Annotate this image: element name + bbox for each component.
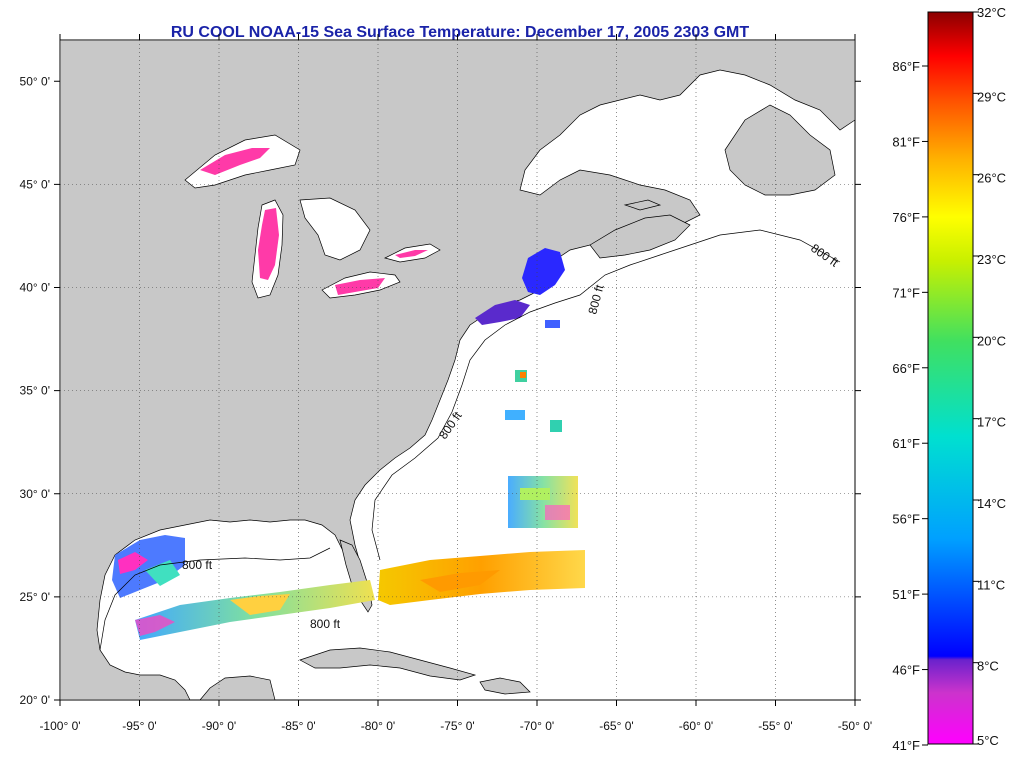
- gulf-of-maine-sst: [522, 248, 565, 295]
- colorbar-label-f: 66°F: [892, 361, 920, 376]
- colorbar-label-f: 81°F: [892, 134, 920, 149]
- lon-tick-label: -70° 0': [520, 719, 554, 733]
- colorbar-label-c: 11°C: [977, 577, 1005, 592]
- great-lakes: [184, 134, 441, 299]
- colorbar-gradient: [927, 11, 974, 745]
- colorbar-label-f: 51°F: [892, 587, 920, 602]
- colorbar-label-f: 61°F: [892, 436, 920, 451]
- graticule: [60, 40, 855, 700]
- newfoundland: [724, 104, 836, 196]
- cuba-island: [299, 647, 477, 681]
- lat-tick-label: 40° 0': [20, 281, 50, 295]
- colorbar-label-c: 17°C: [977, 415, 1006, 430]
- colorbar-label-f: 71°F: [892, 285, 920, 300]
- isobath-label: 800 ft: [182, 558, 213, 572]
- colorbar-label-c: 29°C: [977, 89, 1006, 104]
- latitude-axis: 50° 0' 45° 0' 40° 0' 35° 0' 30° 0' 25° 0' 20° …: [20, 74, 861, 707]
- sst-patch-texas: [112, 535, 185, 598]
- colorbar-label-c: 14°C: [977, 496, 1006, 511]
- map-plot-area: 800 ft 800 ft 800 ft 800 ft 800 ft: [59, 39, 856, 701]
- lat-tick-label: 45° 0': [20, 177, 50, 191]
- colorbar-label-f: 86°F: [892, 59, 920, 74]
- lat-tick-label: 35° 0': [20, 384, 50, 398]
- lon-tick-label: -55° 0': [758, 719, 792, 733]
- lon-tick-label: -50° 0': [838, 719, 872, 733]
- isobath-800ft: [99, 229, 841, 651]
- colorbar-label-c: 8°C: [977, 659, 999, 674]
- lon-tick-label: -100° 0': [39, 719, 80, 733]
- sst-patch-offshore: [508, 476, 578, 528]
- isobath-label: 800 ft: [310, 617, 341, 631]
- map-title: RU COOL NOAA-15 Sea Surface Temperature:…: [170, 24, 750, 41]
- colorbar-label-f: 76°F: [892, 210, 920, 225]
- colorbar-label-f: 41°F: [892, 738, 920, 753]
- lat-tick-label: 25° 0': [20, 590, 50, 604]
- lon-tick-label: -65° 0': [599, 719, 633, 733]
- colorbar-label-f: 46°F: [892, 663, 920, 678]
- colorbar-label-c: 23°C: [977, 252, 1006, 267]
- lon-tick-label: -75° 0': [440, 719, 474, 733]
- lon-tick-label: -60° 0': [679, 719, 713, 733]
- lon-tick-label: -80° 0': [361, 719, 395, 733]
- lon-tick-label: -90° 0': [202, 719, 236, 733]
- colorbar-label-c: 26°C: [977, 171, 1006, 186]
- lat-tick-label: 30° 0': [20, 487, 50, 501]
- lon-tick-label: -85° 0': [281, 719, 315, 733]
- lon-tick-label: -95° 0': [122, 719, 156, 733]
- lat-tick-label: 20° 0': [20, 693, 50, 707]
- lat-tick-label: 50° 0': [20, 74, 50, 88]
- colorbar-label-c: 32°C: [977, 5, 1006, 20]
- colorbar-label-f: 56°F: [892, 512, 920, 527]
- colorbar-label-c: 5°C: [977, 733, 999, 748]
- longitude-axis: -100° 0' -95° 0' -90° 0' -85° 0' -80° 0' -75°…: [39, 34, 872, 733]
- colorbar: 32°C 29°C 26°C 23°C 20°C 17°C 14°C 11°C 8°C 5°C 86…: [892, 5, 1006, 753]
- colorbar-label-c: 20°C: [977, 333, 1006, 348]
